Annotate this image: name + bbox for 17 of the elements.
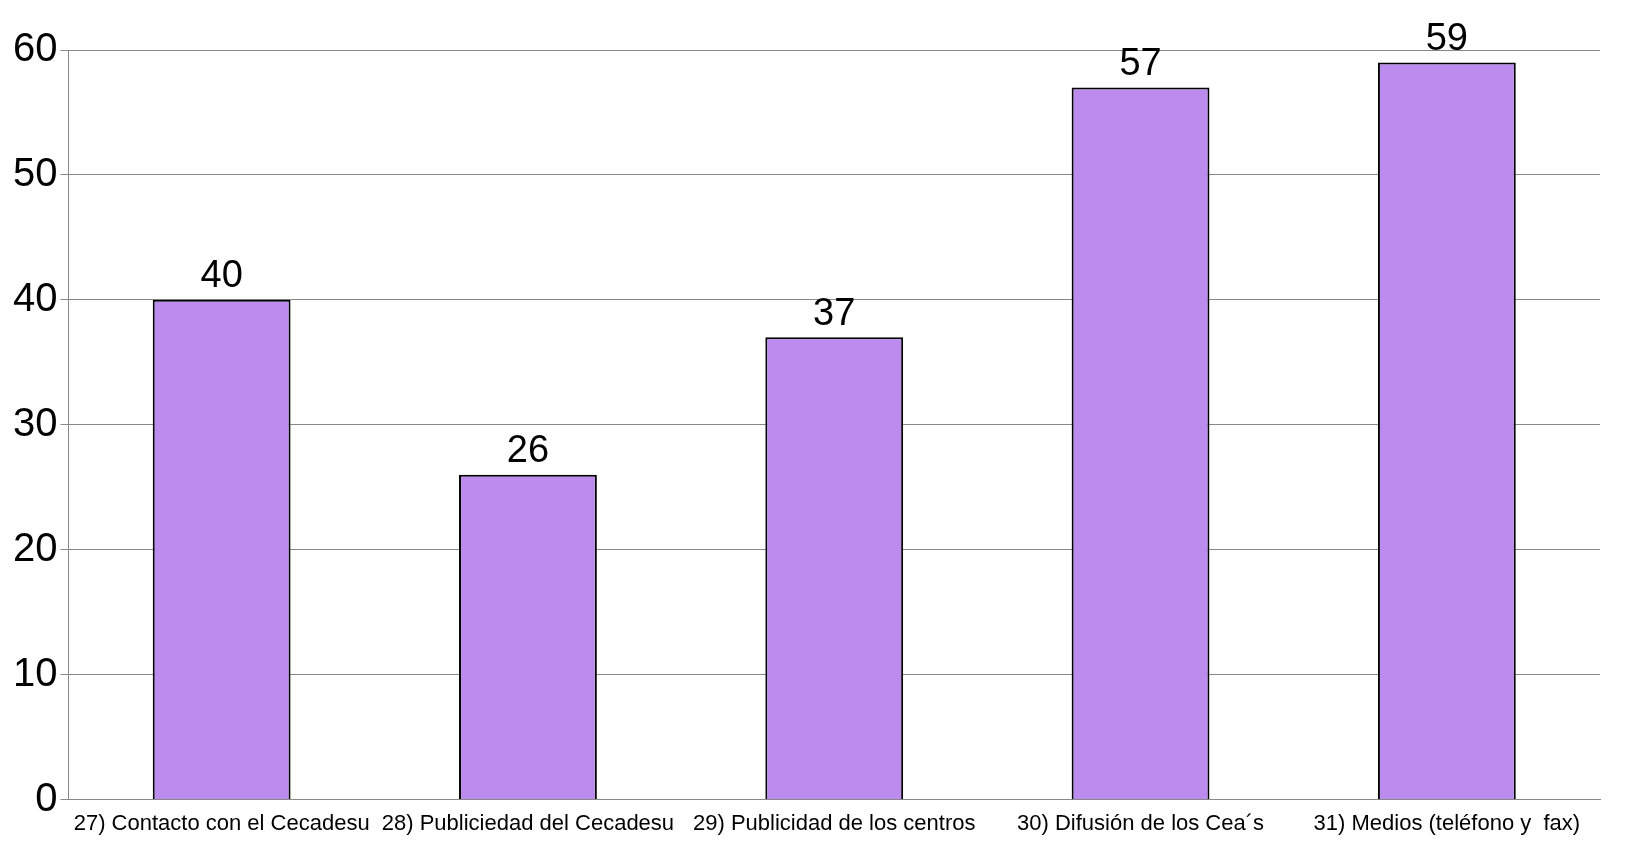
y-tick-label: 30 <box>12 399 58 444</box>
data-label: 57 <box>1119 40 1162 83</box>
y-tick-label: 60 <box>12 25 58 70</box>
data-label: 59 <box>1425 15 1468 58</box>
x-tick-label: 28) Publiciedad del Cecadesu <box>381 809 675 835</box>
y-tick-label: 40 <box>12 274 58 319</box>
data-label: 26 <box>506 428 550 471</box>
x-tick-label: 29) Publicidad de los centros <box>693 809 976 835</box>
data-label: 40 <box>200 253 243 296</box>
y-tick-label: 10 <box>12 649 58 694</box>
y-tick-label: 20 <box>12 524 58 569</box>
y-tick-label: 0 <box>35 774 58 819</box>
x-tick-label: 30) Difusión de los Cea´s <box>1017 809 1265 835</box>
x-tick-label: 27) Contacto con el Cecadesu <box>73 809 370 835</box>
data-label: 37 <box>813 290 856 333</box>
x-tick-label: 31) Medios (teléfono y fax) <box>1313 809 1581 835</box>
y-tick-label: 50 <box>12 149 58 194</box>
